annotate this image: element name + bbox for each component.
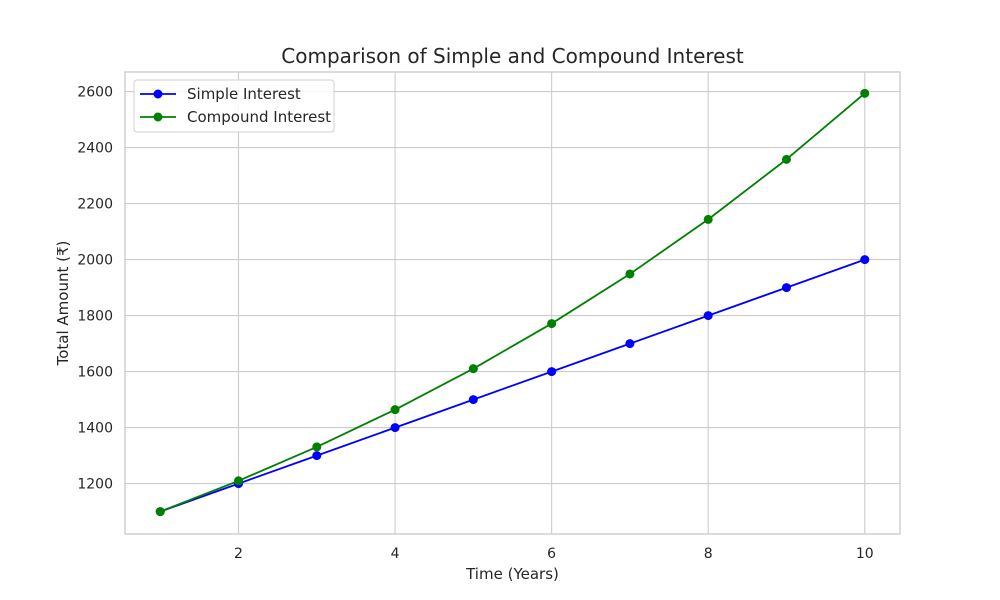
x-tick-label: 2	[234, 546, 243, 562]
y-tick-label: 1600	[77, 365, 113, 381]
data-point-simple-interest	[703, 311, 713, 321]
y-tick-label: 1200	[77, 477, 113, 493]
y-tick-label: 2600	[77, 85, 113, 101]
data-point-compound-interest	[547, 319, 557, 329]
x-tick-label: 4	[391, 546, 400, 562]
y-axis-title: Total Amount (₹)	[54, 241, 72, 367]
data-point-compound-interest	[625, 269, 635, 279]
series-line-simple-interest	[159, 258, 866, 513]
x-tick-label: 8	[704, 546, 713, 562]
data-point-compound-interest	[390, 405, 400, 415]
legend-box	[133, 79, 335, 133]
x-tick-label: 6	[547, 546, 556, 562]
data-point-simple-interest	[781, 283, 791, 293]
data-point-compound-interest	[155, 507, 165, 517]
data-point-simple-interest	[625, 339, 635, 349]
y-tick-label: 2000	[77, 253, 113, 269]
legend: Simple Interest Compound Interest	[133, 79, 335, 133]
y-tick-label: 1400	[77, 421, 113, 437]
legend-entry-simple-interest: Simple Interest	[140, 85, 301, 103]
data-point-compound-interest	[312, 442, 322, 452]
data-point-compound-interest	[781, 154, 791, 164]
y-tick-label: 2200	[77, 197, 113, 213]
plot-area	[125, 72, 900, 534]
data-point-compound-interest	[703, 214, 713, 224]
y-tick-label: 1800	[77, 309, 113, 325]
series-layer	[155, 88, 870, 517]
x-tick-label: 10	[856, 546, 874, 562]
data-point-simple-interest	[390, 423, 400, 433]
data-point-simple-interest	[468, 395, 478, 405]
data-point-compound-interest	[234, 476, 244, 486]
x-axis-title: Time (Years)	[465, 565, 559, 583]
data-point-simple-interest	[312, 451, 322, 461]
legend-label: Compound Interest	[187, 108, 331, 126]
chart-title: Comparison of Simple and Compound Intere…	[281, 44, 744, 68]
data-point-compound-interest	[860, 88, 870, 98]
axes-layer: 2 4 6 8 10 1200 1400 1600 1800 2000 2200 2400 2600	[77, 71, 901, 562]
legend-entry-compound-interest: Compound Interest	[140, 108, 331, 126]
grid-layer	[125, 72, 900, 534]
data-point-simple-interest	[860, 255, 870, 265]
legend-label: Simple Interest	[187, 85, 301, 103]
data-point-simple-interest	[547, 367, 557, 377]
series-line-compound-interest	[159, 92, 866, 513]
legend-marker	[153, 89, 163, 99]
plot-frame	[124, 71, 901, 535]
series-compound-interest	[155, 88, 870, 517]
y-tick-label: 2400	[77, 141, 113, 157]
data-point-compound-interest	[468, 364, 478, 374]
legend-marker	[153, 112, 163, 122]
